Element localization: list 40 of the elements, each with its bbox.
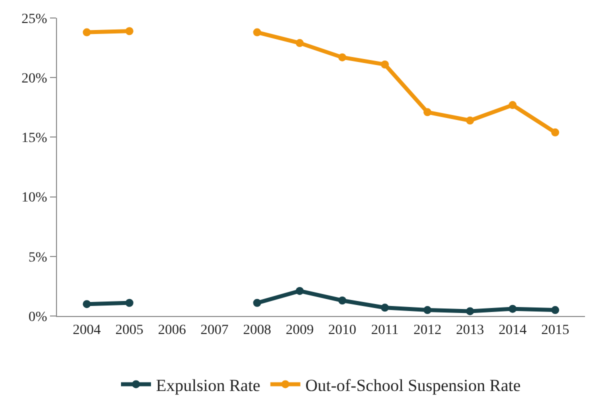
x-tick-label: 2005 <box>115 322 144 338</box>
point <box>253 28 262 36</box>
y-tick-label: 5% <box>28 250 48 266</box>
point <box>423 108 432 116</box>
point <box>466 116 474 125</box>
point <box>253 298 262 307</box>
point <box>296 39 304 48</box>
x-tick-label: 2007 <box>200 322 229 338</box>
x-tick-label: 2010 <box>328 322 356 338</box>
point <box>125 298 134 307</box>
x-tick-label: 2012 <box>413 322 442 338</box>
point <box>338 53 346 62</box>
y-tick-label: 0% <box>28 310 48 325</box>
point <box>380 60 389 68</box>
point <box>508 304 517 313</box>
point <box>423 306 432 314</box>
x-tick-label: 2006 <box>158 322 186 338</box>
x-tick-label: 2009 <box>286 322 314 338</box>
x-tick-label: 2011 <box>371 322 399 338</box>
point <box>551 306 560 314</box>
y-tick-label: 25% <box>22 12 48 27</box>
point <box>82 300 91 308</box>
y-tick-label: 10% <box>22 190 48 206</box>
x-tick-label: 2013 <box>456 322 484 338</box>
point <box>338 296 346 304</box>
y-tick-label: 20% <box>22 72 48 86</box>
point <box>508 101 517 110</box>
x-tick-label: 2015 <box>541 322 570 338</box>
point <box>125 27 134 36</box>
point <box>82 28 91 36</box>
point <box>296 286 304 295</box>
legend-label: Expulsion Rate <box>156 376 260 395</box>
y-tick-label: 15% <box>22 131 48 146</box>
point <box>466 307 474 316</box>
point <box>551 128 560 136</box>
x-tick-label: 2004 <box>72 322 101 338</box>
point <box>380 304 389 312</box>
legend-label: Out-of-School Suspension Rate <box>305 376 521 395</box>
x-tick-label: 2008 <box>243 322 272 338</box>
x-tick-label: 2014 <box>498 322 527 338</box>
